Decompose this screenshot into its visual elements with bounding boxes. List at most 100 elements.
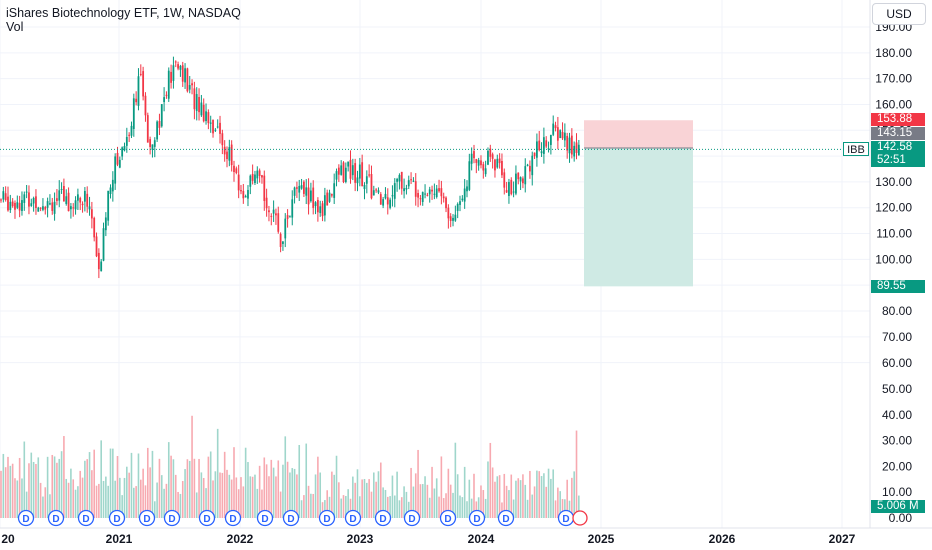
candle-body — [83, 190, 86, 202]
candle-body — [512, 191, 515, 193]
volume-bar — [363, 478, 366, 518]
candle-body — [86, 193, 89, 207]
volume-bar — [345, 495, 347, 518]
last-price-tag: 142.58 — [871, 141, 925, 154]
candle-body — [440, 188, 443, 197]
volume-bar — [123, 477, 126, 518]
candle-body — [575, 142, 578, 153]
volume-bar — [49, 494, 51, 518]
candle-body — [282, 241, 284, 244]
candle-body — [247, 189, 249, 199]
dividend-marker-label: D — [203, 514, 210, 525]
long-position-tool[interactable] — [584, 120, 693, 287]
volume-bar — [531, 494, 534, 518]
volume-bar — [51, 454, 54, 518]
candle-body — [496, 158, 499, 168]
candle-body — [540, 151, 543, 154]
price-axis-label: 60.00 — [882, 356, 912, 370]
volume-bar — [249, 476, 252, 518]
volume-bar — [468, 479, 471, 518]
candle-body — [354, 163, 357, 183]
volume-bar — [74, 489, 77, 518]
volume-bar — [310, 493, 312, 518]
volume-bar — [335, 455, 338, 518]
volume-bar — [200, 472, 203, 518]
volume-bar — [477, 497, 480, 518]
stop-price-tag: 153.88 — [871, 113, 925, 126]
time-axis-label: 2022 — [227, 532, 254, 546]
time-axis-label: 2026 — [709, 532, 736, 546]
volume-bar — [524, 484, 527, 518]
candle-body — [146, 115, 149, 143]
volume-bar — [130, 452, 133, 518]
volume-bar — [286, 461, 289, 518]
candle-body — [16, 202, 19, 208]
candle-body — [417, 193, 419, 198]
dividend-marker-label: D — [323, 514, 330, 525]
candle-body — [21, 200, 23, 211]
volume-bar — [379, 462, 382, 518]
volume-bar — [275, 476, 277, 518]
volume-bar — [349, 498, 352, 518]
candle-body — [46, 201, 49, 208]
volume-bar — [370, 491, 373, 518]
candle-body — [296, 187, 298, 189]
volume-bar — [153, 501, 156, 518]
candle-body — [382, 199, 385, 206]
volume-bar — [414, 473, 417, 518]
candle-body — [291, 199, 294, 218]
volume-bar — [128, 472, 130, 518]
candle-body — [135, 98, 138, 103]
volume-bar — [7, 456, 9, 518]
volume-bar — [352, 476, 354, 518]
candle-body — [233, 165, 235, 173]
candle-body — [56, 198, 58, 201]
volume-bar — [426, 484, 429, 518]
volume-bar — [165, 483, 168, 518]
volume-bar — [331, 471, 333, 518]
volume-bar — [114, 480, 116, 518]
volume-bar — [412, 486, 415, 518]
candle-body — [494, 159, 496, 171]
candle-body — [549, 134, 552, 145]
candle-body — [508, 182, 510, 197]
candle-body — [524, 166, 527, 185]
volume-bar — [342, 495, 345, 518]
candle-body — [361, 162, 364, 187]
candle-body — [577, 144, 580, 156]
candle-body — [321, 203, 324, 217]
currency-button[interactable]: USD — [872, 3, 926, 25]
volume-bar — [221, 472, 224, 518]
candle-body — [158, 121, 161, 128]
candle-body — [256, 170, 259, 179]
candle-body — [125, 136, 128, 146]
candle-body — [254, 174, 256, 183]
time-axis-label: 2023 — [347, 532, 374, 546]
candle-body — [442, 196, 445, 199]
dividend-marker-icon: D — [439, 509, 457, 527]
candle-body — [568, 137, 571, 154]
volume-bar — [503, 473, 506, 518]
volume-bar — [545, 486, 548, 518]
volume-bar — [319, 472, 322, 518]
candle-body — [167, 70, 170, 99]
candle-body — [156, 121, 159, 140]
candle-body — [230, 144, 233, 166]
volume-bar — [11, 463, 14, 518]
volume-bar — [326, 490, 328, 518]
volume-bar — [72, 479, 75, 518]
candle-body — [165, 94, 168, 96]
candle-body — [104, 217, 107, 231]
price-axis[interactable]: 190.00180.00170.00160.00150.00140.00130.… — [875, 20, 912, 525]
candle-body — [100, 261, 103, 272]
candle-body — [139, 73, 142, 75]
candle-body — [542, 137, 545, 154]
time-axis[interactable]: 20 2021 2022 2023 2024 2025 2026 2027 — [1, 532, 855, 546]
volume-bar — [312, 493, 315, 518]
volume-bar — [95, 485, 98, 518]
dividend-marker-label: D — [22, 514, 29, 525]
volume-bar — [522, 474, 524, 518]
candle-body — [144, 95, 147, 116]
